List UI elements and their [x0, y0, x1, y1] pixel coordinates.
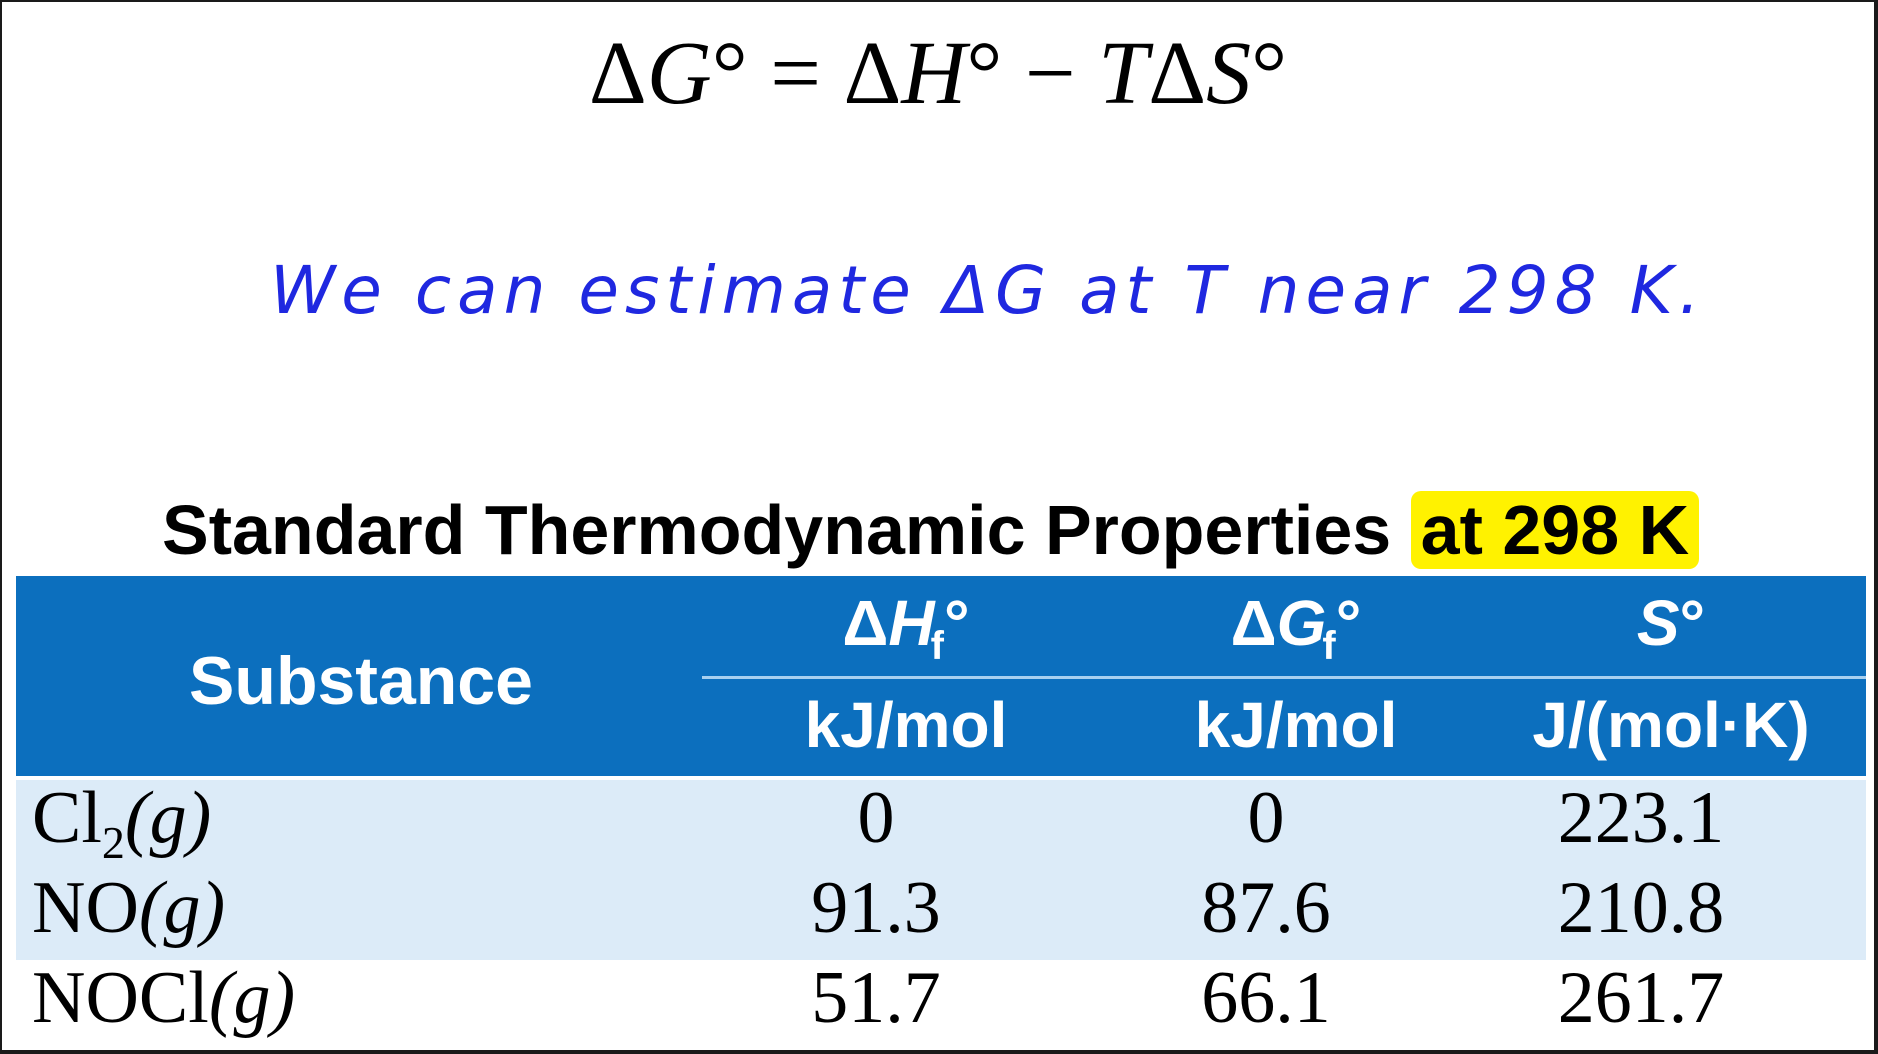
- table-title-highlight: at 298 K: [1410, 491, 1700, 569]
- entropy-value: 210.8: [1557, 867, 1725, 949]
- phase: (g): [208, 957, 296, 1039]
- delta-h-value: 91.3: [811, 867, 941, 949]
- dg-letter: G: [1276, 587, 1327, 659]
- eq-h: H: [901, 24, 967, 123]
- delta-g-value: 0: [1247, 777, 1285, 859]
- substance-name: NO(g): [32, 866, 225, 951]
- substance-name: NOCl(g): [32, 956, 295, 1041]
- formula: NO: [32, 867, 139, 949]
- formula: Cl: [32, 777, 102, 859]
- formula: NOCl: [32, 957, 209, 1039]
- dg-delta: Δ: [1230, 587, 1277, 659]
- eq-delta2: Δ: [1148, 24, 1207, 123]
- table-row: Cl2(g) 0 0 223.1: [16, 777, 1866, 870]
- dh-deg: °: [943, 587, 970, 659]
- dh-sub: f: [930, 624, 944, 668]
- dh-letter: H: [888, 587, 935, 659]
- delta-g-value: 66.1: [1201, 957, 1331, 1039]
- entropy-value: 261.7: [1557, 957, 1725, 1039]
- eq-g: G: [646, 24, 712, 123]
- dg-deg: °: [1335, 587, 1362, 659]
- gibbs-equation: ΔG° = ΔH° − TΔS°: [2, 24, 1874, 123]
- s-letter: S: [1636, 587, 1680, 659]
- phase: (g): [138, 867, 226, 949]
- entropy-value: 223.1: [1557, 777, 1725, 859]
- table-row: NO(g) 91.3 87.6 210.8: [16, 867, 1866, 960]
- handwritten-note: We can estimate ΔG at T near 298 K.: [270, 252, 1706, 329]
- table-title-main: Standard Thermodynamic Properties: [162, 491, 1411, 569]
- formula-subscript: 2: [101, 816, 125, 868]
- delta-g-value: 87.6: [1201, 867, 1331, 949]
- unit-entropy: J/(mol·K): [1532, 689, 1810, 761]
- dh-delta: Δ: [842, 587, 889, 659]
- table-row: NOCl(g) 51.7 66.1 261.7: [16, 957, 1866, 1050]
- delta-h-value: 51.7: [811, 957, 941, 1039]
- eq-t: T: [1098, 24, 1149, 123]
- eq-s: S: [1206, 24, 1252, 123]
- delta-h-value: 0: [857, 777, 895, 859]
- phase: (g): [124, 777, 212, 859]
- eq-deg: °: [1251, 24, 1288, 123]
- dg-sub: f: [1322, 624, 1336, 668]
- header-entropy: S°: [1476, 586, 1866, 660]
- unit-delta-h: kJ/mol: [804, 689, 1008, 761]
- header-delta-g: ΔGf°: [1096, 586, 1496, 669]
- eq-delta: Δ: [588, 24, 647, 123]
- unit-delta-g: kJ/mol: [1194, 689, 1398, 761]
- table-title: Standard Thermodynamic Properties at 298…: [162, 488, 1700, 572]
- s-deg: °: [1679, 587, 1706, 659]
- table-header: Substance ΔHf° ΔGf° S° kJ/mol kJ/mol J/(…: [16, 576, 1866, 776]
- eq-mid: ° = Δ: [711, 24, 902, 123]
- substance-name: Cl2(g): [32, 776, 211, 869]
- header-divider: [702, 676, 1866, 679]
- eq-minus: ° −: [966, 24, 1099, 123]
- header-substance: Substance: [189, 643, 533, 719]
- header-delta-h: ΔHf°: [706, 586, 1106, 669]
